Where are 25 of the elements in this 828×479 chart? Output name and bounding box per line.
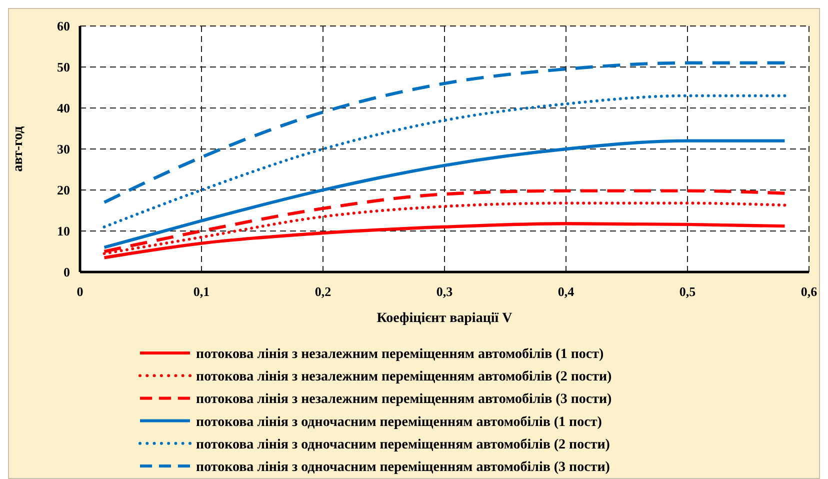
legend-label: потокова лінія з незалежним переміщенням автомобілів (2 пости): [196, 370, 612, 385]
legend-label: потокова лінія з незалежним переміщенням автомобілів (3 пости): [196, 392, 612, 408]
line-series: [102, 94, 786, 228]
y-tick-label: 40: [57, 100, 70, 116]
y-tick-label: 20: [57, 182, 70, 198]
x-tick-label: 0,6: [800, 284, 818, 299]
y-tick-label: 0: [64, 264, 70, 280]
x-tick-label: 0,4: [558, 284, 575, 299]
y-tick-label: 30: [57, 142, 70, 156]
x-tick-label: 0,1: [193, 284, 210, 299]
y-tick-label: 10: [57, 224, 70, 238]
x-axis-title: Коефіцієнт варіації V: [376, 311, 512, 326]
y-tick-label: 50: [57, 60, 70, 74]
line-series: [102, 61, 786, 204]
x-tick-label: 0,2: [314, 284, 332, 299]
legend-label: потокова лінія з одночасним переміщенням автомобілів (1 пост): [196, 414, 602, 430]
legend-label: потокова лінія з незалежним переміщенням автомобілів (1 пост): [196, 347, 604, 362]
legend-label: потокова лінія з одночасним переміщенням автомобілів (3 пости): [196, 460, 610, 475]
x-tick-label: 0,5: [679, 284, 696, 299]
x-tick-label: 0,3: [436, 284, 454, 299]
y-axis-title: авт-год: [11, 126, 26, 172]
x-tick-label: 0: [76, 284, 84, 299]
y-tick-label: 60: [57, 18, 70, 34]
legend-label: потокова лінія з одночасним переміщенням автомобілів (2 пости): [196, 437, 610, 452]
line-series: [102, 139, 786, 249]
